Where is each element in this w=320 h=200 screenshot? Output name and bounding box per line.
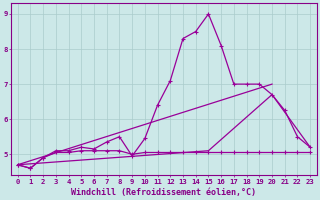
X-axis label: Windchill (Refroidissement éolien,°C): Windchill (Refroidissement éolien,°C) [71,188,256,197]
